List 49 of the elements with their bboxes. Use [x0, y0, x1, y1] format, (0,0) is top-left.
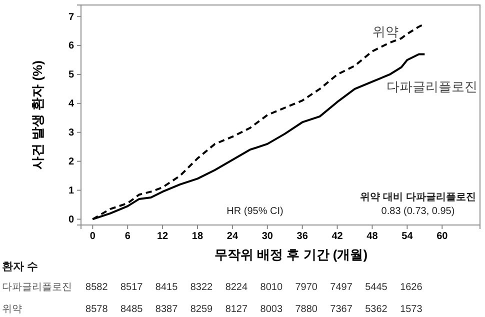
x-tick-label: 42 [332, 231, 344, 242]
x-tick-label: 18 [192, 231, 204, 242]
x-tick-label: 24 [226, 231, 238, 242]
text: 1626 [400, 282, 423, 293]
annotation: 0.83 (0.73, 0.95) [381, 206, 455, 217]
text: 1573 [400, 304, 423, 315]
y-axis-title: 사건 발생 환자 (%) [30, 60, 45, 170]
y-tick-label: 5 [68, 70, 74, 81]
text: 8387 [155, 304, 178, 315]
text: 8582 [86, 282, 108, 293]
x-tick-label: 36 [296, 231, 308, 242]
y-tick-label: 1 [68, 185, 74, 196]
text: 7497 [330, 282, 353, 293]
text: 5445 [365, 282, 388, 293]
text: 위약 [2, 304, 22, 315]
x-tick-label: 6 [124, 231, 131, 242]
text: 8003 [260, 304, 283, 315]
text: 다파글리플로진 [2, 282, 72, 293]
x-tick-label: 30 [262, 231, 274, 242]
y-tick-label: 6 [68, 40, 74, 52]
annotation: HR (95% CI) [226, 206, 284, 217]
y-tick-label: 2 [68, 156, 74, 168]
x-tick-label: 60 [436, 231, 448, 242]
text: 8127 [225, 304, 248, 315]
text: 8578 [86, 304, 108, 315]
x-tick-label: 0 [90, 231, 96, 242]
y-tick-label: 3 [68, 128, 74, 139]
y-tick-label: 4 [68, 98, 74, 110]
text: 8485 [120, 304, 144, 315]
series-label: 위약 [372, 24, 399, 39]
x-tick-label: 48 [366, 231, 378, 242]
text: 환자 수 [2, 261, 38, 273]
text: 8517 [120, 282, 144, 293]
text: 8322 [190, 282, 214, 293]
text: 7880 [295, 304, 318, 315]
text: 8224 [225, 282, 248, 293]
y-tick-label: 7 [68, 12, 74, 23]
annotation: 위약 대비 다파글리플로진 [360, 192, 476, 203]
text: 7367 [330, 304, 353, 315]
text: 7970 [295, 282, 318, 293]
series-label: 다파글리플로진 [386, 79, 478, 94]
y-tick-label: 0 [68, 214, 74, 226]
text: 8010 [260, 282, 283, 293]
x-tick-label: 12 [156, 231, 169, 242]
text: 5362 [365, 304, 388, 315]
text: 8415 [155, 282, 178, 293]
x-axis-title: 무작위 배정 후 기간 (개월) [214, 247, 368, 262]
text: 8259 [190, 304, 214, 315]
x-tick-label: 54 [402, 231, 414, 242]
